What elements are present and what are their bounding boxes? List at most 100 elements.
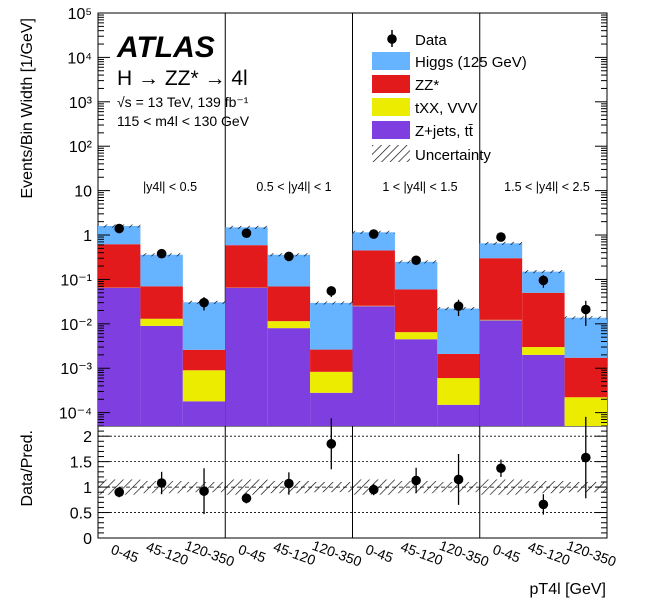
data-point <box>284 251 294 262</box>
bar-txx <box>522 347 565 355</box>
bar-higgs <box>479 243 523 259</box>
bar-zjets <box>479 320 523 426</box>
bar-txx <box>182 370 226 402</box>
ratio-point <box>156 478 167 488</box>
bar-higgs <box>394 261 438 290</box>
bar-zz <box>98 244 141 288</box>
bar-higgs <box>98 225 141 245</box>
legend-label: ZZ* <box>415 77 439 94</box>
x-tick-label: 45-120 <box>399 538 446 568</box>
x-tick-label: 120-350 <box>565 537 619 570</box>
legend-entry-uncertainty: Uncertainty <box>372 145 491 164</box>
bar-zz <box>140 286 183 319</box>
ratio-tick-label: 1 <box>83 480 92 497</box>
bar-zjets <box>98 287 141 426</box>
y-tick-label: 10² <box>69 139 93 156</box>
x-tick-label: 45-120 <box>526 538 573 568</box>
uncertainty-band <box>522 270 565 274</box>
ratio-point <box>580 452 591 463</box>
ratio-point <box>199 486 209 496</box>
data-point <box>453 301 464 311</box>
ratio-point <box>411 475 421 486</box>
x-tick-label: 120-350 <box>437 537 491 570</box>
legend-label: Data <box>415 32 447 49</box>
legend-entry-data: Data <box>387 30 447 49</box>
bar-txx <box>140 318 183 326</box>
ratio-points <box>98 416 607 515</box>
data-point <box>496 232 506 242</box>
bar-zz <box>310 349 353 372</box>
bar-zz <box>437 353 480 379</box>
bar-higgs <box>352 232 395 251</box>
x-tick-label: 120-350 <box>183 537 237 570</box>
ratio-point <box>496 463 506 474</box>
data-points <box>114 223 591 326</box>
bar-zz <box>267 286 311 322</box>
legend-entry-txx: tXX, VVV <box>372 98 478 117</box>
ratio-uncertainty-band <box>522 480 565 494</box>
region-label: 1 < |y4l| < 1.5 <box>382 180 457 194</box>
bar-zjets <box>352 306 395 426</box>
data-point <box>580 304 591 315</box>
stacked-histogram <box>98 225 607 426</box>
x-tick-label: 0-45 <box>364 541 396 566</box>
bar-zz <box>394 289 438 333</box>
data-point <box>368 229 379 239</box>
bar-txx <box>310 371 353 393</box>
uncertainty-band <box>479 241 523 245</box>
x-tick-label: 120-350 <box>310 537 364 570</box>
bar-zjets <box>182 401 226 426</box>
data-point <box>411 255 421 266</box>
bar-higgs <box>310 302 353 350</box>
ratio-tick-label: 0 <box>83 531 92 548</box>
atlas-label: ATLAS <box>116 31 215 64</box>
data-point <box>156 248 167 259</box>
bar-zz <box>352 250 395 306</box>
x-tick-label: 0-45 <box>491 541 523 566</box>
ratio-tick-label: 2 <box>83 429 92 446</box>
y-tick-label: 10⁴ <box>67 50 92 67</box>
legend: Data Higgs (125 GeV) ZZ* tXX, VVV Z+jets… <box>372 30 527 164</box>
ratio-tick-label: 1.5 <box>70 455 92 472</box>
uncertainty-band <box>225 225 268 229</box>
ratio-tick-label: 0.5 <box>70 506 92 523</box>
region-label: 0.5 < |y4l| < 1 <box>256 180 331 194</box>
legend-label: Uncertainty <box>415 147 491 164</box>
y-tick-label: 10³ <box>69 95 93 112</box>
bar-zjets <box>267 328 311 426</box>
data-point <box>326 286 337 296</box>
ratio-point <box>114 487 125 497</box>
mass-label: 115 < m4l < 130 GeV <box>117 113 250 129</box>
bar-zjets <box>522 354 565 426</box>
data-point <box>241 228 252 238</box>
bar-zz <box>564 357 607 398</box>
bar-zz <box>182 349 226 371</box>
data-point <box>199 297 209 308</box>
x-tick-label: 0-45 <box>109 541 141 566</box>
region-label: |y4l| < 0.5 <box>143 180 197 194</box>
legend-label: Higgs (125 GeV) <box>415 54 527 71</box>
y-axis-label: Events/Bin Width [1/GeV] <box>19 18 36 199</box>
data-point <box>538 275 549 286</box>
bar-zjets <box>394 339 438 426</box>
legend-label: tXX, VVV <box>415 100 478 117</box>
ratio-point <box>453 474 464 485</box>
process-label: H → ZZ* → 4l <box>117 67 248 90</box>
x-axis-label: pT4l [GeV] <box>530 581 606 598</box>
y-tick-label: 10⁻¹ <box>60 272 92 289</box>
bar-zz <box>479 258 523 320</box>
bar-zz <box>522 292 565 348</box>
ratio-point <box>326 439 337 449</box>
bar-txx <box>394 332 438 340</box>
bar-higgs <box>140 254 183 287</box>
data-point <box>114 223 125 234</box>
region-label: 1.5 < |y4l| < 2.5 <box>504 180 590 194</box>
y-tick-label: 10⁵ <box>68 6 92 23</box>
legend-entry-higgs: Higgs (125 GeV) <box>372 52 527 71</box>
y-tick-label: 10⁻³ <box>60 361 92 378</box>
ratio-point <box>368 484 379 495</box>
y-tick-label: 10⁻⁴ <box>59 406 92 423</box>
ratio-point <box>284 478 294 489</box>
y-tick-label: 10⁻² <box>60 317 92 334</box>
